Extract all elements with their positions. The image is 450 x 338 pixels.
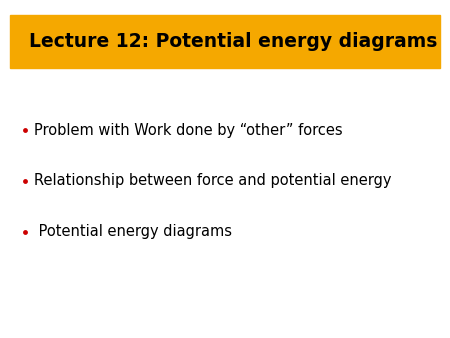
FancyBboxPatch shape: [10, 15, 440, 68]
Text: Problem with Work done by “other” forces: Problem with Work done by “other” forces: [34, 123, 342, 138]
Text: Potential energy diagrams: Potential energy diagrams: [34, 224, 232, 239]
Text: Lecture 12: Potential energy diagrams: Lecture 12: Potential energy diagrams: [29, 32, 437, 51]
Text: Relationship between force and potential energy: Relationship between force and potential…: [34, 173, 391, 188]
